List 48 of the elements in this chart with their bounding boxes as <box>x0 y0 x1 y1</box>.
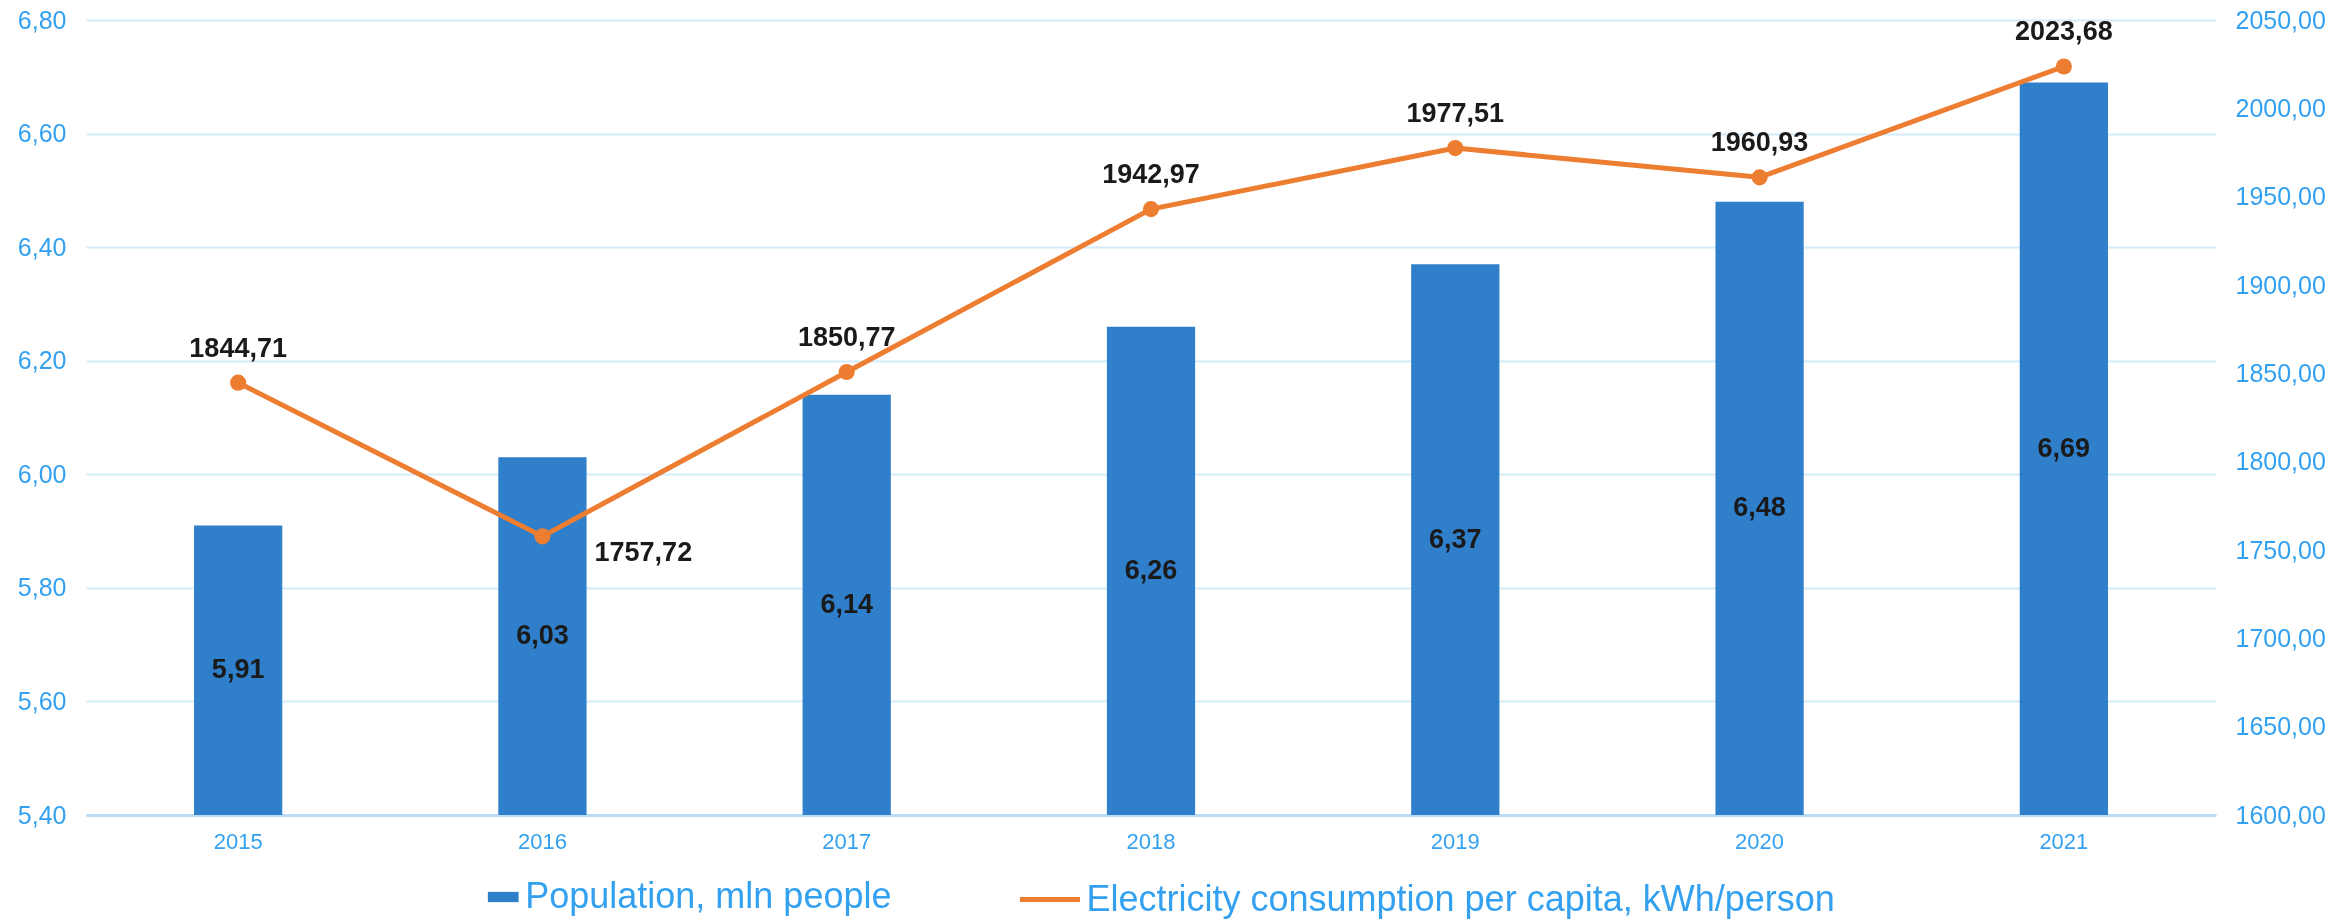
y2-tick-label: 2000,00 <box>2235 93 2326 122</box>
x-tick-label: 2019 <box>1430 828 1480 854</box>
x-tick-label: 2017 <box>822 828 872 854</box>
y-tick-label: 5,80 <box>17 573 67 602</box>
point <box>230 374 247 391</box>
point <box>1142 201 1160 218</box>
data-label: 6,03 <box>516 620 569 651</box>
y-tick-label: 5,60 <box>17 686 67 715</box>
data-label: 1960,93 <box>1710 127 1809 158</box>
data-label: 1757,72 <box>594 537 693 568</box>
point <box>534 528 551 545</box>
x-tick-label: 2021 <box>2039 828 2089 854</box>
data-label: 1844,71 <box>189 332 287 363</box>
y2-tick-label: 1650,00 <box>2235 712 2326 741</box>
y-tick-label: 5,40 <box>17 800 67 829</box>
data-label: 1942,97 <box>1102 159 1200 190</box>
y-tick-label: 6,40 <box>17 232 67 261</box>
y-tick-label: 6,20 <box>17 346 67 375</box>
data-label: 6,37 <box>1429 523 1482 554</box>
y-tick-label: 6,00 <box>17 459 67 488</box>
x-tick-label: 2018 <box>1126 828 1176 854</box>
point <box>1751 169 1768 186</box>
legend-label: Electricity consumption per capita, kWh/person <box>1086 877 1835 919</box>
y2-tick-label: 2050,00 <box>2235 5 2326 34</box>
y-tick-label: 6,60 <box>17 119 67 148</box>
data-label: 1977,51 <box>1406 98 1505 129</box>
point <box>1447 140 1464 157</box>
y2-tick-label: 1950,00 <box>2235 182 2326 211</box>
data-label: 6,14 <box>820 588 873 619</box>
y2-tick-label: 1750,00 <box>2235 535 2326 564</box>
y2-tick-label: 1600,00 <box>2235 800 2326 829</box>
data-label: 5,91 <box>211 654 265 685</box>
y2-tick-label: 1700,00 <box>2235 623 2326 652</box>
x-tick-label: 2015 <box>213 828 263 854</box>
x-tick-label: 2020 <box>1735 828 1785 854</box>
data-label: 1850,77 <box>797 321 896 352</box>
data-label: 6,48 <box>1733 492 1786 523</box>
data-label: 6,26 <box>1124 554 1178 585</box>
y-tick-label: 6,80 <box>17 5 67 34</box>
y2-tick-label: 1800,00 <box>2235 447 2326 476</box>
data-label: 2023,68 <box>2015 16 2113 47</box>
point <box>838 363 855 381</box>
y2-tick-label: 1900,00 <box>2235 270 2326 299</box>
y2-tick-label: 1850,00 <box>2235 358 2326 387</box>
legend-label: Population, mln people <box>525 875 892 916</box>
data-label: 6,69 <box>2037 432 2091 463</box>
x-tick-label: 2016 <box>517 828 567 854</box>
point <box>2055 58 2072 75</box>
